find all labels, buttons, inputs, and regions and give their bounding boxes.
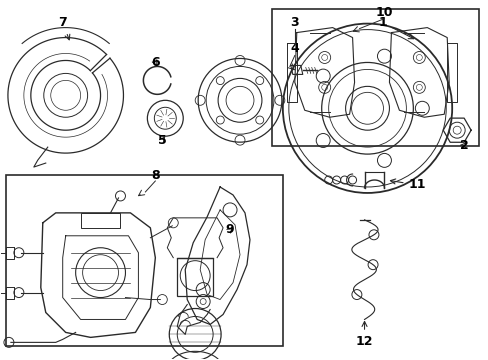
Text: 6: 6 <box>151 56 159 69</box>
Text: 11: 11 <box>389 179 425 192</box>
Text: 12: 12 <box>355 321 372 348</box>
Bar <box>177 258 213 296</box>
Bar <box>271 9 478 146</box>
Text: 1: 1 <box>377 16 413 39</box>
Text: 3: 3 <box>290 16 299 29</box>
Bar <box>6 175 282 346</box>
Bar <box>81 213 120 228</box>
Text: 2: 2 <box>459 139 468 152</box>
Text: 7: 7 <box>58 16 70 40</box>
Text: 9: 9 <box>225 223 234 236</box>
Text: 5: 5 <box>158 134 166 147</box>
Text: 4: 4 <box>290 42 299 55</box>
Text: 10: 10 <box>375 6 392 19</box>
Text: 8: 8 <box>151 168 159 181</box>
